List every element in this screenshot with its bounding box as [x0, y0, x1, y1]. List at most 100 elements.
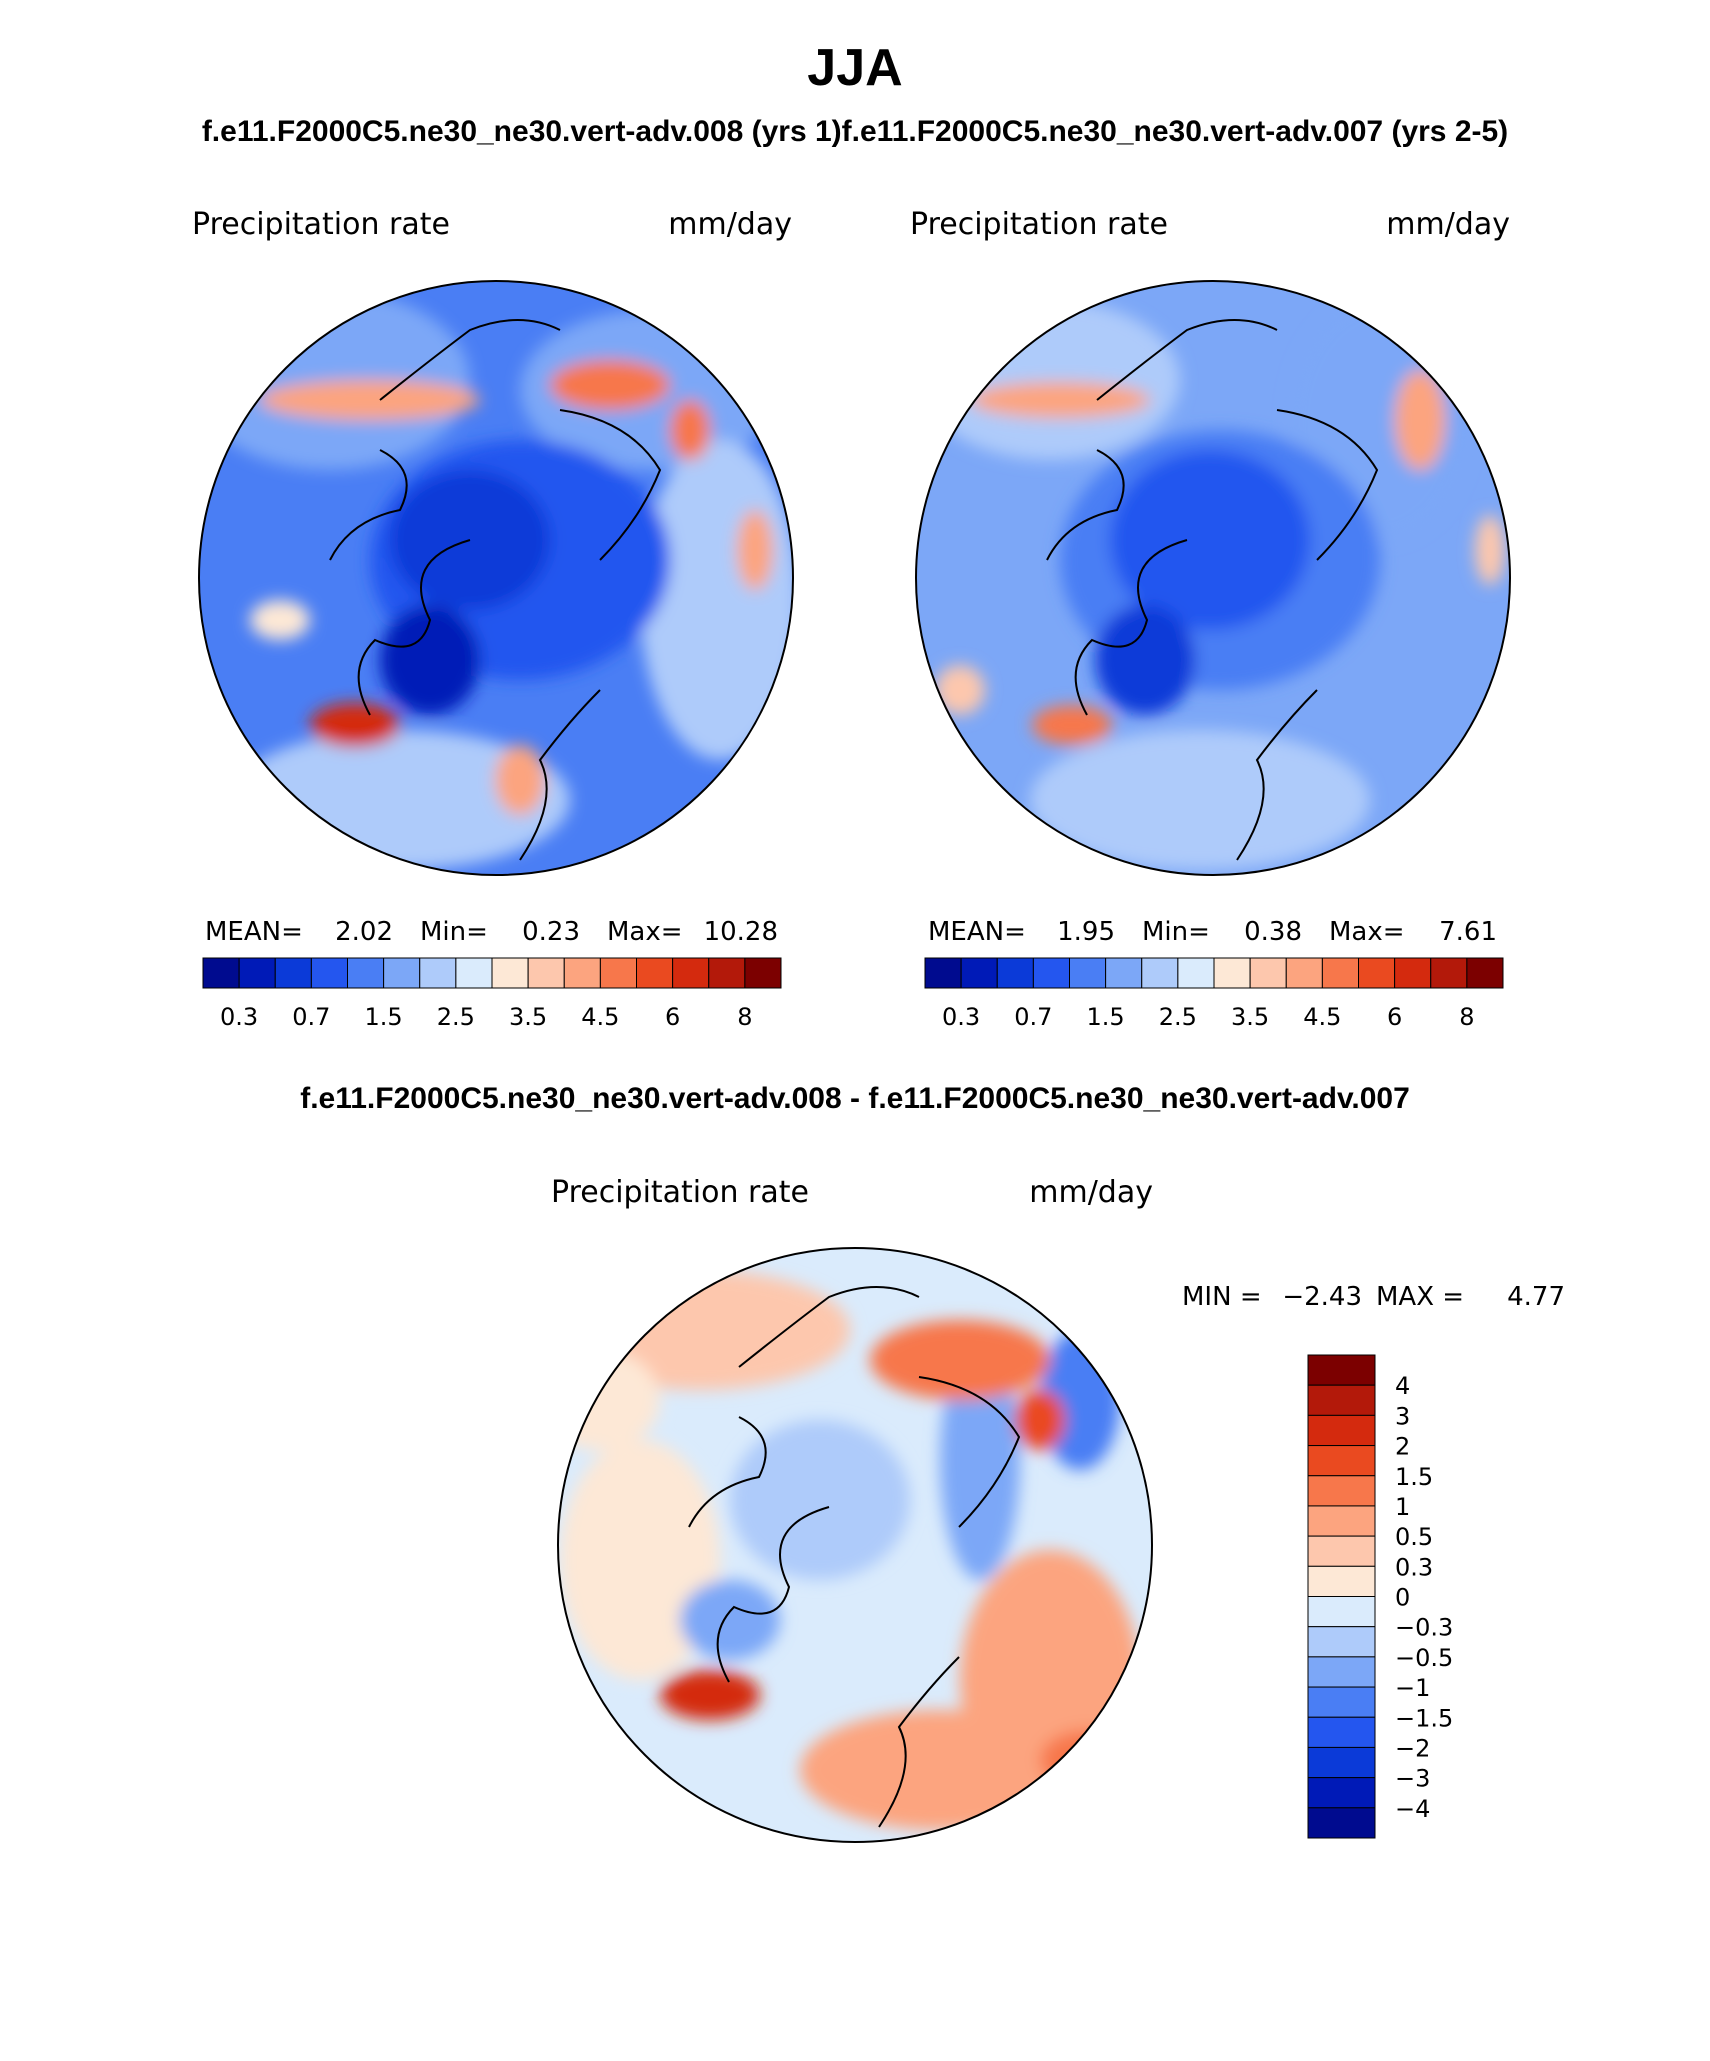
colorbar2-tick-label: 6	[1387, 1003, 1402, 1031]
colorbar2-swatch	[960, 957, 998, 989]
colorbar2-tick-label: 0.7	[1014, 1003, 1052, 1031]
colorbar1-swatch	[708, 957, 746, 989]
colorbar1-swatch	[599, 957, 637, 989]
panel2-max-value: 7.61	[1439, 917, 1497, 947]
colorbar3-swatch	[1307, 1354, 1376, 1386]
colorbar3-swatch	[1307, 1445, 1376, 1477]
colorbar2-swatch	[1285, 957, 1323, 989]
colorbar1-swatch	[455, 957, 493, 989]
colorbar-panel1: 0.3 0.7 1.5 2.5 3.5 4.5 6 8	[202, 957, 782, 1031]
map3-outline	[557, 1247, 1153, 1843]
colorbar1-swatch	[238, 957, 276, 989]
colorbar3-swatch	[1307, 1565, 1376, 1597]
map1-coastlines	[329, 319, 662, 861]
colorbar2-swatch	[924, 957, 962, 989]
colorbar1-swatch	[347, 957, 385, 989]
colorbar3-swatch	[1307, 1414, 1376, 1447]
panel1-max-label: Max=	[607, 917, 683, 947]
colorbar3-swatch	[1307, 1384, 1376, 1416]
panel3-min-value: −2.43	[1282, 1282, 1362, 1312]
colorbar2-swatch	[996, 957, 1034, 989]
panel2-variable-label: Precipitation rate	[910, 207, 1168, 242]
panel1-min-label: Min=	[420, 917, 488, 947]
colorbar1-tick-label: 2.5	[437, 1003, 475, 1031]
panel3-units-label: mm/day	[1029, 1175, 1153, 1210]
map-panel1	[198, 280, 794, 876]
colorbar1-swatch	[310, 957, 348, 989]
colorbar3-tick-label: 0.3	[1395, 1553, 1433, 1581]
map-panel3	[557, 1247, 1153, 1843]
panel3-min-label: MIN =	[1182, 1282, 1262, 1312]
top-subtitle: f.e11.F2000C5.ne30_ne30.vert-adv.008 (yr…	[202, 115, 1508, 148]
colorbar1-swatch	[636, 957, 674, 989]
colorbar1-tick-label: 8	[737, 1003, 752, 1031]
colorbar3-tick-label: 0	[1395, 1584, 1410, 1612]
panel3-variable-label: Precipitation rate	[551, 1175, 809, 1210]
colorbar-panel3: 43 21.510.50.3 0−0.3−0.5−1−1.5−2 −3−4	[1307, 1354, 1453, 1839]
panel1-min-value: 0.23	[522, 917, 580, 947]
colorbar3-swatch	[1307, 1716, 1376, 1748]
colorbar1-swatch	[527, 957, 565, 989]
colorbar1-tick-label: 6	[665, 1003, 680, 1031]
colorbar2-swatch	[1141, 957, 1179, 989]
colorbar1-swatch	[744, 957, 782, 989]
panel1-max-value: 10.28	[704, 917, 778, 947]
colorbar3-tick-label: −2	[1395, 1734, 1430, 1762]
panel2-mean-value: 1.95	[1057, 917, 1115, 947]
colorbar3-tick-label: −1	[1395, 1674, 1430, 1702]
panel2-units-label: mm/day	[1386, 207, 1510, 242]
colorbar1-swatch	[419, 957, 457, 989]
panel2-min-label: Min=	[1142, 917, 1210, 947]
colorbar3-swatch	[1307, 1475, 1376, 1507]
map2-outline	[915, 280, 1511, 876]
colorbar1-swatch	[563, 957, 601, 989]
colorbar2-tick-label: 1.5	[1087, 1003, 1125, 1031]
panel1-mean-value: 2.02	[335, 917, 393, 947]
map1-outline	[198, 280, 794, 876]
colorbar2-swatch	[1430, 957, 1468, 989]
colorbar-panel2: 0.3 0.7 1.5 2.5 3.5 4.5 6 8	[924, 957, 1504, 1031]
colorbar3-tick-label: −0.5	[1395, 1644, 1453, 1672]
colorbar3-tick-label: −0.3	[1395, 1614, 1453, 1642]
panel3-max-label: MAX =	[1376, 1282, 1464, 1312]
panel1-mean-label: MEAN=	[205, 917, 303, 947]
colorbar2-swatch	[1394, 957, 1432, 989]
colorbar2-swatch	[1358, 957, 1396, 989]
colorbar3-tick-label: 1.5	[1395, 1463, 1433, 1491]
map2-coastlines	[1046, 319, 1379, 861]
colorbar3-tick-label: 4	[1395, 1372, 1410, 1400]
colorbar2-swatch	[1032, 957, 1070, 989]
map-panel2	[915, 280, 1511, 876]
colorbar3-tick-label: 3	[1395, 1402, 1410, 1430]
colorbar3-swatch	[1307, 1535, 1376, 1567]
colorbar1-tick-label: 3.5	[509, 1003, 547, 1031]
panel2-mean-label: MEAN=	[928, 917, 1026, 947]
colorbar3-swatch	[1307, 1505, 1376, 1537]
colorbar2-tick-label: 3.5	[1231, 1003, 1269, 1031]
colorbar2-tick-label: 0.3	[942, 1003, 980, 1031]
colorbar3-swatch	[1307, 1596, 1376, 1628]
colorbar1-swatch	[383, 957, 421, 989]
difference-subtitle: f.e11.F2000C5.ne30_ne30.vert-adv.008 - f…	[300, 1082, 1410, 1115]
colorbar1-swatch	[491, 957, 529, 989]
colorbar2-swatch	[1069, 957, 1107, 989]
colorbar2-swatch	[1177, 957, 1215, 989]
colorbar3-swatch	[1307, 1746, 1376, 1779]
colorbar3-tick-label: −1.5	[1395, 1704, 1453, 1732]
colorbar1-tick-label: 4.5	[581, 1003, 619, 1031]
colorbar2-tick-label: 8	[1459, 1003, 1474, 1031]
colorbar2-swatch	[1466, 957, 1504, 989]
colorbar2-swatch	[1321, 957, 1359, 989]
panel1-variable-label: Precipitation rate	[192, 207, 450, 242]
colorbar1-swatch	[672, 957, 710, 989]
colorbar1-tick-label: 1.5	[365, 1003, 403, 1031]
colorbar2-tick-label: 4.5	[1303, 1003, 1341, 1031]
colorbar3-swatch	[1307, 1686, 1376, 1718]
colorbar3-tick-label: 2	[1395, 1433, 1410, 1461]
colorbar2-tick-label: 2.5	[1159, 1003, 1197, 1031]
colorbar3-swatch	[1307, 1807, 1376, 1839]
panel2-max-label: Max=	[1329, 917, 1405, 947]
colorbar1-tick-label: 0.7	[292, 1003, 330, 1031]
colorbar1-swatch	[202, 957, 240, 989]
panel1-units-label: mm/day	[668, 207, 792, 242]
